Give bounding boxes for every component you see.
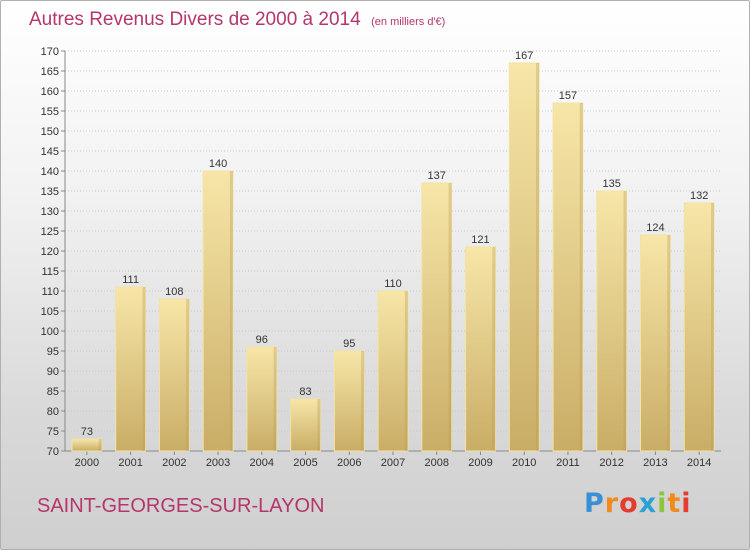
chart-title-block: Autres Revenus Divers de 2000 à 2014 (en… [29,9,445,31]
bar-value-label: 121 [471,234,489,246]
bar-value-label: 110 [384,278,402,290]
x-tick-label: 2007 [381,457,405,469]
bar-2001 [115,286,146,452]
logo-letter: r [604,488,620,519]
bar-shade [361,351,365,451]
y-tick-label: 170 [41,46,59,58]
x-tick-label: 2010 [512,457,536,469]
bar-2003 [202,170,234,452]
bar-2008 [421,182,453,452]
bar-2002 [158,298,190,452]
logo-letter: t [667,488,682,519]
y-tick-label: 110 [41,286,59,298]
commune-name: SAINT-GEORGES-SUR-LAYON [37,495,325,517]
bar-shade [317,399,321,451]
bar-shade [142,287,146,451]
bar-value-label: 83 [299,386,311,398]
bar-shade [273,347,277,451]
x-tick-label: 2004 [250,457,274,469]
y-tick-label: 85 [47,386,59,398]
y-tick-label: 150 [41,126,59,138]
bars [71,62,715,452]
y-tick-label: 95 [47,346,59,358]
bar-2000 [71,438,103,452]
x-tick-label: 2012 [599,457,623,469]
y-tick-label: 100 [41,326,59,338]
x-tick-label: 2005 [293,457,317,469]
bar-value-label: 132 [690,190,708,202]
y-tick-label: 70 [47,446,59,458]
logo-letter: i [681,488,692,519]
bar-shade [98,439,102,451]
x-tick-label: 2006 [337,457,361,469]
bar-2006 [333,350,365,452]
x-tick-label: 2002 [162,457,186,469]
bar-shade [404,291,408,451]
x-tick-label: 2009 [468,457,492,469]
x-tick-label: 2011 [556,457,580,469]
bar-2004 [246,346,278,452]
bar-value-label: 111 [122,274,139,286]
bar-value-label: 95 [343,338,355,350]
bar-value-label: 135 [602,178,620,190]
y-tick-label: 130 [41,206,59,218]
y-tick-label: 160 [41,86,59,98]
bar-shade [186,299,190,451]
bar-shade [579,103,583,451]
y-tick-label: 135 [41,186,59,198]
bar-2012 [596,190,628,452]
bar-shade [448,183,452,451]
y-tick-label: 105 [41,306,59,318]
x-tick-label: 2001 [118,457,142,469]
bar-value-label: 157 [559,90,577,102]
y-tick-label: 155 [41,106,59,118]
bar-shade [492,247,496,451]
bar-2011 [552,102,584,452]
bar-value-label: 167 [515,50,533,62]
x-tick-label: 2000 [75,457,99,469]
chart-title: Autres Revenus Divers de 2000 à 2014 [29,9,361,30]
y-tick-label: 145 [41,146,59,158]
x-tick-label: 2008 [424,457,448,469]
bar-value-label: 96 [256,334,268,346]
logo-letter: P [584,488,605,519]
bar-value-label: 108 [165,286,183,298]
logo-letter: i [657,488,668,519]
logo-letter: o [619,488,639,519]
bar-shade [229,171,233,451]
y-tick-label: 90 [47,366,59,378]
bar-2005 [290,398,321,452]
bar-shade [667,235,671,451]
bar-2010 [508,62,540,452]
bar-2013 [640,234,671,452]
bar-2009 [465,246,496,452]
y-tick-label: 140 [41,166,59,178]
bar-shade [536,63,540,451]
bar-shade [711,203,715,451]
bar-shade [623,191,627,451]
logo-letter: x [638,488,658,519]
bar-value-label: 124 [646,222,664,234]
bar-value-label: 137 [428,170,446,182]
chart-subtitle: (en milliers d'€) [371,16,446,28]
bar-2007 [377,290,409,452]
y-tick-label: 165 [41,66,59,78]
y-tick-label: 120 [41,246,59,258]
y-tick-label: 80 [47,406,59,418]
labels: 70 75 80 85 90 95 100 105 110 115 120 125 130 135 140 1… [41,46,712,469]
x-tick-label: 2014 [687,457,711,469]
y-tick-label: 125 [41,226,59,238]
bar-2014 [683,202,715,452]
y-tick-label: 75 [47,426,59,438]
x-tick-label: 2013 [643,457,667,469]
y-tick-label: 115 [41,266,59,278]
bar-value-label: 140 [209,158,227,170]
proxiti-logo[interactable]: Proxiti [584,488,692,519]
bar-value-label: 73 [81,426,93,438]
x-tick-label: 2003 [206,457,230,469]
